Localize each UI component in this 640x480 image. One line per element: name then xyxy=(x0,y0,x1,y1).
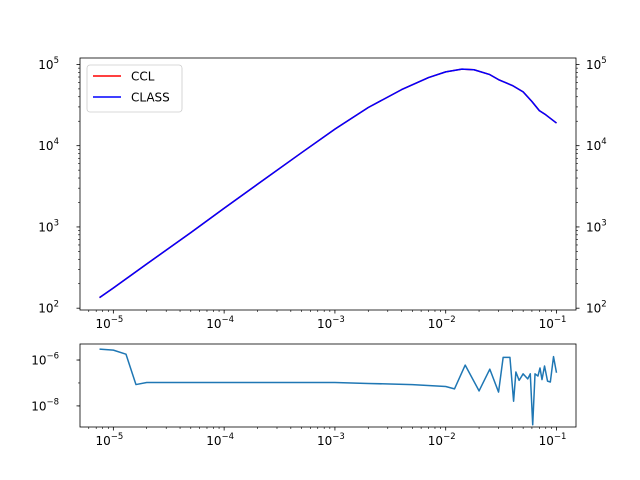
bottom-x-tick-label: 10−3 xyxy=(317,432,345,448)
legend: CCL CLASS xyxy=(86,64,183,113)
top-x-tick-label: 10−3 xyxy=(317,315,345,331)
top-y-tick-label: 103 xyxy=(38,218,59,234)
series-line-class xyxy=(99,68,557,299)
bottom-series-group xyxy=(99,348,558,426)
top-x-tick-label: 10−5 xyxy=(95,315,123,331)
bottom-x-tick-label: 10−2 xyxy=(428,432,456,448)
top-y-tick-label: 104 xyxy=(38,137,59,153)
top-y2-tick-label: 102 xyxy=(586,300,607,316)
bottom-x-tick-label: 10−5 xyxy=(95,432,123,448)
top-y-tick-label: 105 xyxy=(38,56,59,72)
top-axes-frame xyxy=(79,57,577,311)
top-x-tick-label: 10−1 xyxy=(539,315,567,331)
top-y2-tick-label: 103 xyxy=(586,218,607,234)
legend-label-ccl: CCL xyxy=(131,70,155,84)
bottom-ticks: 10−5 10−4 10−3 10−2 10−1 10−6 10−8 xyxy=(31,352,566,448)
top-y2-tick-label: 105 xyxy=(586,56,607,72)
top-series-group xyxy=(99,68,557,299)
bottom-x-tick-label: 10−1 xyxy=(539,432,567,448)
bottom-axes-frame xyxy=(79,343,577,428)
bottom-x-tick-label: 10−4 xyxy=(206,432,234,448)
top-x-tick-label: 10−4 xyxy=(206,315,234,331)
bottom-y-tick-label: 10−6 xyxy=(31,352,59,368)
top-ticks: 10−5 10−4 10−3 10−2 10−1 102 103 104 105 102 103 10… xyxy=(38,56,606,331)
top-y2-tick-label: 104 xyxy=(586,137,607,153)
legend-label-class: CLASS xyxy=(131,91,170,105)
top-x-tick-label: 10−2 xyxy=(428,315,456,331)
top-y-tick-label: 102 xyxy=(38,300,59,316)
relative-difference-line xyxy=(99,348,558,426)
bottom-y-tick-label: 10−8 xyxy=(31,397,59,413)
